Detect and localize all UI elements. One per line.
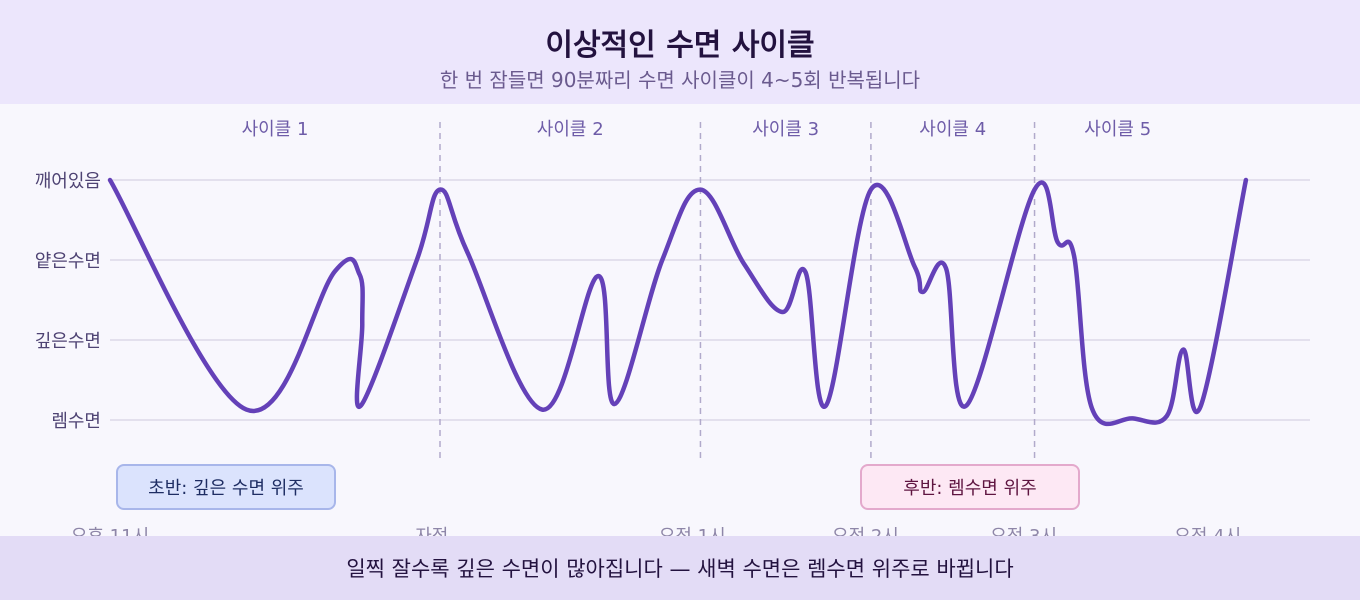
cycle-label-1: 사이클 1 [242,119,309,140]
header-band: 이상적인 수면 사이클 한 번 잠들면 90분짜리 수면 사이클이 4~5회 반… [0,0,1360,104]
y-level-label-0: 깨어있음 [35,171,101,192]
cycle-label-2: 사이클 2 [537,119,604,140]
y-level-label-1: 얕은수면 [35,251,101,272]
sleep-stage-line-0 [107,177,1249,427]
cycle-label-3: 사이클 3 [752,119,819,140]
y-level-label-2: 깊은수면 [35,331,101,352]
callout-early-label: 초반: 깊은 수면 위주 [148,478,304,499]
cycle-label-5: 사이클 5 [1084,119,1151,140]
callout-late: 후반: 렘수면 위주 [860,464,1080,510]
cycle-label-4: 사이클 4 [919,119,986,140]
callout-late-label: 후반: 렘수면 위주 [903,478,1037,499]
chart-subtitle: 한 번 잠들면 90분짜리 수면 사이클이 4~5회 반복됩니다 [439,68,921,92]
footer-note: 일찍 잘수록 깊은 수면이 많아집니다 — 새벽 수면은 렘수면 위주로 바뀝니… [0,536,1360,600]
callout-early: 초반: 깊은 수면 위주 [116,464,336,510]
footer-text: 일찍 잘수록 깊은 수면이 많아집니다 — 새벽 수면은 렘수면 위주로 바뀝니… [346,557,1014,581]
y-level-label-3: 렘수면 [51,411,101,432]
chart-title: 이상적인 수면 사이클 [545,28,815,63]
